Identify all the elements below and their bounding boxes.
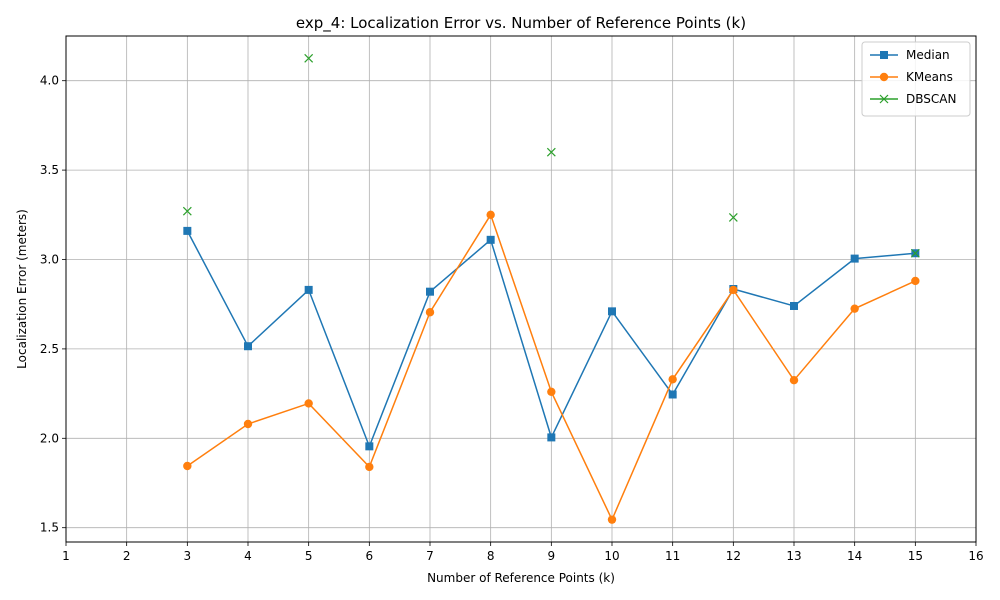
data-point-circle <box>547 387 556 397</box>
y-axis-label: Localization Error (meters) <box>15 209 29 369</box>
data-point-square <box>790 301 798 310</box>
x-axis-ticks: 1 2 3 4 5 6 7 8 9 10 11 12 13 14 15 16 <box>62 542 984 563</box>
x-tick-label: 2 <box>123 549 131 563</box>
y-tick-label: 3.0 <box>40 252 59 266</box>
x-tick-label: 14 <box>847 549 862 563</box>
y-axis-ticks: 1.5 2.0 2.5 3.0 3.5 4.0 <box>40 74 66 535</box>
x-tick-label: 9 <box>548 549 556 563</box>
data-point-square <box>365 442 374 451</box>
data-point-circle <box>486 210 495 219</box>
chart-title: exp_4: Localization Error vs. Number of … <box>296 14 746 33</box>
legend-item-kmeans: KMeans <box>870 70 953 84</box>
data-point-circle <box>607 515 617 524</box>
legend-item-dbscan: DBSCAN <box>870 92 956 106</box>
legend-label: KMeans <box>906 70 953 84</box>
series-kmeans <box>183 210 920 524</box>
data-point-circle <box>789 375 799 385</box>
series-layer <box>182 53 920 524</box>
data-point-x <box>728 213 738 222</box>
data-point-square <box>244 342 252 351</box>
data-point-circle <box>911 276 920 286</box>
data-point-square <box>880 51 888 59</box>
data-point-square <box>547 433 556 442</box>
data-point-x <box>879 94 889 104</box>
data-point-circle <box>850 304 859 313</box>
data-point-circle <box>729 285 738 295</box>
legend-item-median: Median <box>870 48 950 62</box>
x-tick-label: 10 <box>604 549 619 563</box>
data-point-x <box>910 248 920 258</box>
data-point-circle <box>243 419 253 429</box>
data-point-square <box>608 307 616 316</box>
data-point-square <box>426 287 434 296</box>
data-point-x <box>546 147 556 157</box>
data-point-circle <box>668 375 677 384</box>
data-point-circle <box>425 308 435 317</box>
y-tick-label: 2.0 <box>40 431 59 445</box>
data-point-square <box>486 235 495 244</box>
x-axis-label: Number of Reference Points (k) <box>427 571 615 585</box>
grid-lines <box>65 36 977 542</box>
x-tick-label: 7 <box>426 549 434 563</box>
data-point-square <box>183 226 192 235</box>
legend-label: DBSCAN <box>906 92 956 106</box>
x-tick-label: 16 <box>968 549 983 563</box>
x-tick-label: 8 <box>487 549 495 563</box>
plot-area-frame <box>65 35 977 543</box>
y-tick-label: 1.5 <box>40 521 59 535</box>
data-point-x <box>304 53 314 63</box>
legend-label: Median <box>906 48 950 62</box>
series-dbscan <box>182 53 920 258</box>
data-point-circle <box>365 462 374 472</box>
legend-box <box>861 41 971 117</box>
y-tick-label: 2.5 <box>40 342 59 356</box>
data-point-circle <box>183 461 192 471</box>
x-tick-label: 11 <box>665 549 680 563</box>
x-tick-label: 3 <box>184 549 192 563</box>
data-point-x <box>182 206 192 216</box>
y-tick-label: 4.0 <box>40 74 59 88</box>
x-tick-label: 12 <box>726 549 741 563</box>
data-point-circle <box>304 399 313 408</box>
data-point-circle <box>879 72 889 82</box>
legend: Median KMeans DBSCAN <box>861 41 971 117</box>
x-tick-label: 15 <box>908 549 923 563</box>
data-point-square <box>850 254 859 263</box>
x-tick-label: 13 <box>786 549 801 563</box>
y-tick-label: 3.5 <box>40 163 59 177</box>
data-point-square <box>668 390 677 399</box>
x-tick-label: 6 <box>366 549 374 563</box>
x-tick-label: 5 <box>305 549 313 563</box>
x-tick-label: 1 <box>62 549 70 563</box>
x-tick-label: 4 <box>244 549 252 563</box>
data-point-square <box>304 285 313 294</box>
